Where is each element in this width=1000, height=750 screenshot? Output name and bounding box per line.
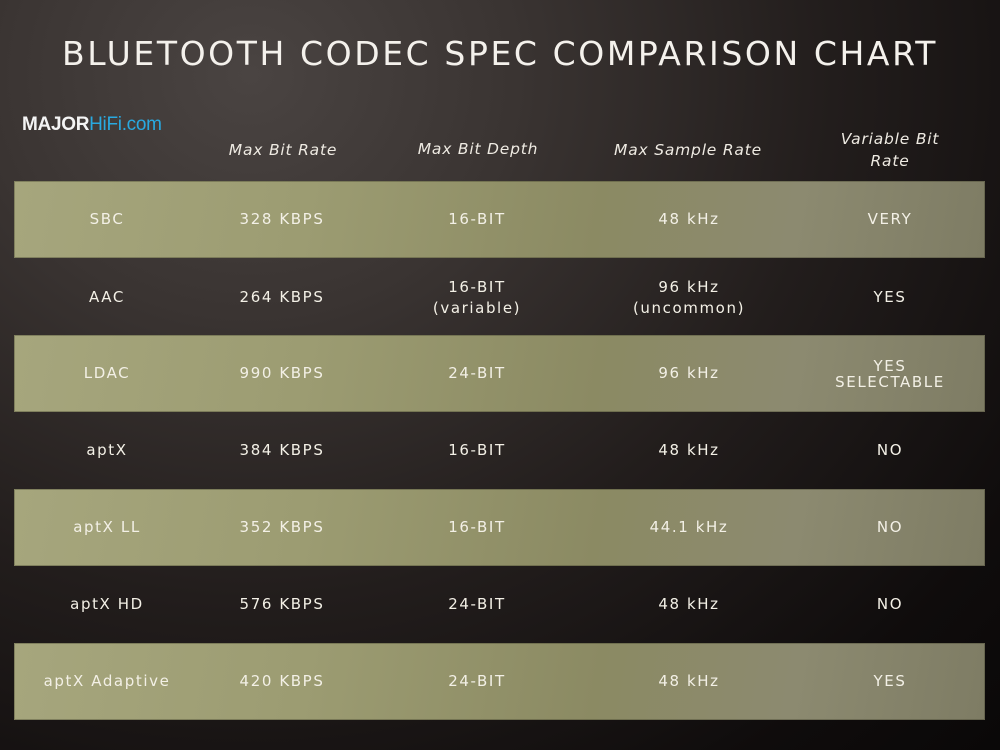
cell-bit-depth: 24-BIT [448,672,506,690]
cell-bit-depth: 16-BIT [448,518,506,536]
cell-sample-rate: 96 kHz (uncommon) [609,259,769,336]
header-variable-bit-rate-line2: Rate [870,152,910,170]
cell-bit-depth: 16-BIT [448,210,506,228]
cell-bit-rate: 328 KBPS [239,210,325,228]
table-row-aptx-hd: aptX HD 576 KBPS 24-BIT 48 kHz NO [14,566,985,643]
cell-codec: SBC [89,210,125,228]
cell-bit-rate: 576 KBPS [239,595,325,613]
cell-vbr: YES [873,672,907,690]
cell-bit-rate: 264 KBPS [239,288,325,306]
sample-rate-value: 96 kHz [658,277,720,296]
cell-vbr: YES SELECTABLE [810,335,970,412]
cell-vbr: VERY [867,210,913,228]
table-row-aptx-ll: aptX LL 352 KBPS 16-BIT 44.1 kHz NO [14,489,985,566]
cell-sample-rate: 48 kHz [658,441,720,459]
cell-bit-depth: 24-BIT [448,595,506,613]
cell-codec: aptX [86,441,128,459]
cell-bit-rate: 352 KBPS [239,518,325,536]
header-max-sample-rate: Max Sample Rate [614,141,762,159]
table-row-ldac: LDAC 990 KBPS 24-BIT 96 kHz YES SELECTAB… [14,335,985,412]
cell-vbr: YES [873,288,907,306]
vbr-note: SELECTABLE [835,372,945,391]
cell-codec: aptX HD [70,595,144,613]
cell-bit-rate: 420 KBPS [239,672,325,690]
cell-sample-rate: 48 kHz [658,210,720,228]
table-row-aac: AAC 264 KBPS 16-BIT (variable) 96 kHz (u… [14,259,985,336]
table-row-aptx: aptX 384 KBPS 16-BIT 48 kHz NO [14,412,985,489]
sample-rate-note: (uncommon) [632,298,746,317]
cell-vbr: NO [876,595,904,613]
bit-depth-note: (variable) [432,298,522,317]
vbr-value: YES [873,356,907,375]
logo-part-hifi: HiFi.com [89,114,162,135]
header-max-bit-rate: Max Bit Rate [228,141,338,159]
cell-codec: aptX LL [73,518,141,536]
table-row-sbc: SBC 328 KBPS 16-BIT 48 kHz VERY [14,181,985,258]
cell-sample-rate: 44.1 kHz [649,518,729,536]
cell-bit-depth: 16-BIT (variable) [399,259,555,336]
majorhifi-logo: MAJORHiFi.com [22,114,162,136]
cell-bit-rate: 384 KBPS [239,441,325,459]
cell-bit-depth: 24-BIT [448,364,506,382]
cell-sample-rate: 96 kHz [658,364,720,382]
cell-vbr: NO [876,518,904,536]
cell-codec: aptX Adaptive [43,672,171,690]
cell-codec: AAC [89,288,125,306]
header-variable-bit-rate-line1: Variable Bit [840,130,940,148]
cell-codec: LDAC [83,364,131,382]
table-row-aptx-adaptive: aptX Adaptive 420 KBPS 24-BIT 48 kHz YES [14,643,985,720]
cell-vbr: NO [876,441,904,459]
bit-depth-value: 16-BIT [448,277,506,296]
logo-part-major: MAJOR [22,114,90,135]
header-max-bit-depth: Max Bit Depth [417,140,539,158]
page-title: BLUETOOTH CODEC SPEC COMPARISON CHART [62,34,938,73]
cell-sample-rate: 48 kHz [658,595,720,613]
cell-sample-rate: 48 kHz [658,672,720,690]
cell-bit-rate: 990 KBPS [239,364,325,382]
cell-bit-depth: 16-BIT [448,441,506,459]
header-variable-bit-rate: Variable Bit Rate [810,128,970,172]
